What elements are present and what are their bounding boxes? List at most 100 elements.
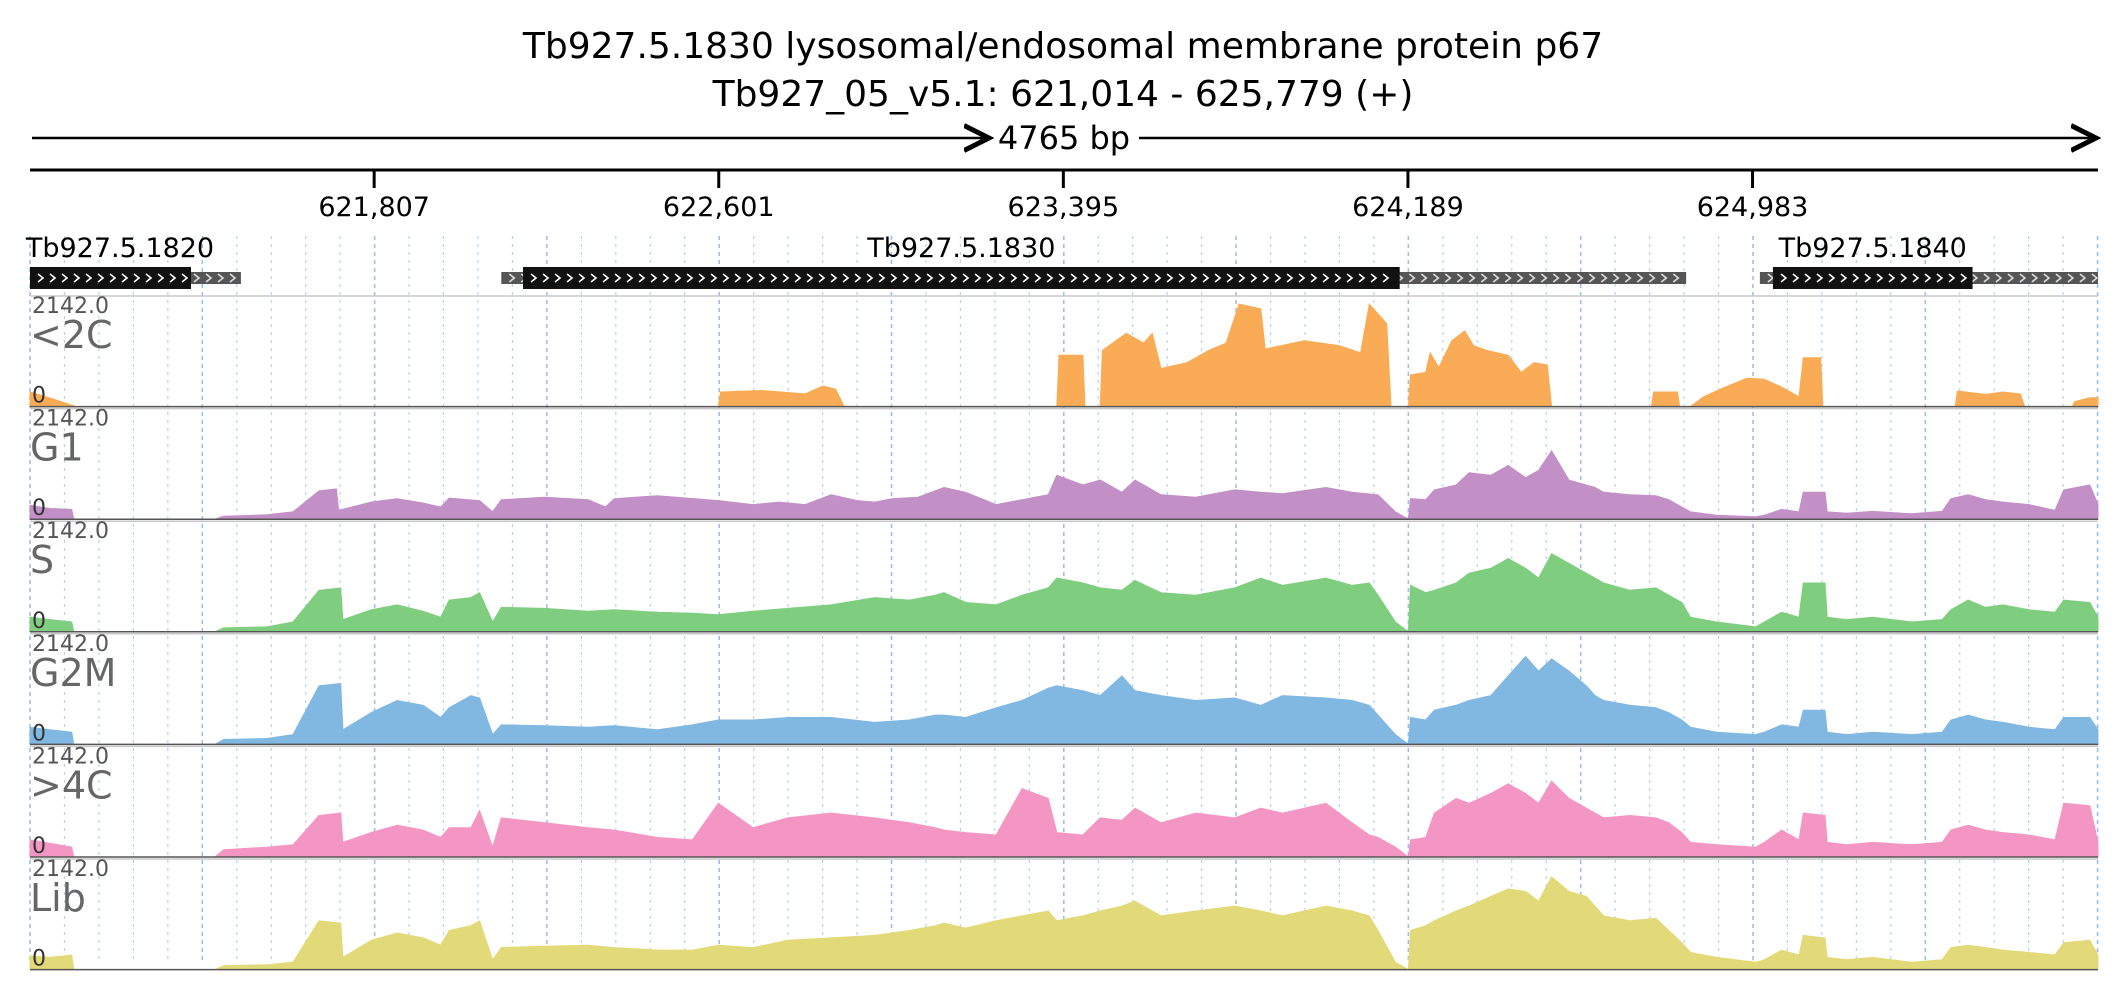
gene-cds-1-chevron-12 [674, 273, 682, 283]
gene-utr-1-chevron-82 [1492, 273, 1500, 283]
gene-cds-1-chevron-49 [1118, 273, 1126, 283]
gene-cds-0-chevron-10 [157, 273, 165, 283]
gene-utr-2-chevron-20 [2007, 273, 2015, 283]
gene-cds-1-chevron-37 [974, 273, 982, 283]
gene-utr-1-chevron-96 [1660, 273, 1668, 283]
gene-cds-2-chevron-5 [1840, 273, 1848, 283]
gene-cds-1-chevron-30 [890, 273, 898, 283]
gene-cds-0-chevron-8 [133, 273, 141, 283]
gene-cds-1-chevron-0 [530, 273, 538, 283]
gene-utr-1-chevron-78 [1444, 273, 1452, 283]
track-name-2: S [30, 538, 54, 582]
x-tick-label-3: 624,189 [1352, 192, 1464, 223]
gene-utr-1-chevron-83 [1504, 273, 1512, 283]
gene-cds-1-chevron-45 [1070, 273, 1078, 283]
gene-cds-1-chevron-63 [1286, 273, 1294, 283]
track-ymin-label-3: 0 [32, 721, 46, 746]
gene-cds-2-chevron-1 [1792, 273, 1800, 283]
gene-utr-2-chevron-19 [1995, 273, 2003, 283]
gene-utr-2-chevron-17 [1971, 273, 1979, 283]
gene-cds-1-chevron-66 [1322, 273, 1330, 283]
gene-cds-2-chevron-10 [1900, 273, 1908, 283]
gene-cds-1-chevron-2 [554, 273, 562, 283]
gene-cds-1-chevron-9 [638, 273, 646, 283]
gene-utr-1-chevron-86 [1540, 273, 1548, 283]
track-4: 2142.0>4C 0 [29, 744, 2099, 859]
gene-cds-1-chevron-56 [1202, 273, 1210, 283]
gene-utr-1-chevron-81 [1480, 273, 1488, 283]
gene-label-1: Tb927.5.1830 [866, 233, 1055, 264]
span-label: 4765 bp [998, 119, 1130, 157]
gene-cds-1-chevron-51 [1142, 273, 1150, 283]
gene-utr-2-chevron-22 [2031, 273, 2039, 283]
gene-cds-2-chevron-14 [1948, 273, 1956, 283]
track-name-1: G1 [30, 426, 84, 470]
track-2: 2142.0S 0 [29, 519, 2099, 634]
gene-utr-0-chevron-16 [229, 273, 237, 283]
gene-cds-2-chevron-12 [1924, 273, 1932, 283]
track-0: 2142.0<2C 0 [29, 294, 2099, 409]
gene-cds-0-chevron-9 [145, 273, 153, 283]
gene-cds-1-chevron-7 [614, 273, 622, 283]
gene-cds-1-chevron-39 [998, 273, 1006, 283]
gene-cds-0-chevron-3 [73, 273, 81, 283]
gene-utr-1-chevron-80 [1468, 273, 1476, 283]
gene-cds-1-chevron-20 [770, 273, 778, 283]
gene-cds-1-chevron-65 [1310, 273, 1318, 283]
gene-cds-1-chevron-34 [938, 273, 946, 283]
gene-cds-1-chevron-42 [1034, 273, 1042, 283]
gene-cds-2-chevron-15 [1960, 273, 1968, 283]
gene-cds-2-chevron-3 [1816, 273, 1824, 283]
track-ymin-label-4: 0 [32, 834, 46, 859]
gene-utr-0-chevron-13 [193, 273, 201, 283]
gene-utr-2-chevron-27 [2091, 273, 2099, 283]
track-1: 2142.0G1 0 [29, 407, 2099, 521]
gene-cds-2-chevron-4 [1828, 273, 1836, 283]
track-ymin-label-5: 0 [32, 947, 46, 972]
gene-cds-2-chevron-2 [1804, 273, 1812, 283]
gene-utr-1-chevron-85 [1528, 273, 1536, 283]
gene-cds-1-chevron-5 [590, 273, 598, 283]
gene-cds-1-chevron-41 [1022, 273, 1030, 283]
gene-utr-1-chevron-76 [1420, 273, 1428, 283]
x-tick-label-4: 624,983 [1697, 192, 1809, 223]
gene-cds-1-chevron-50 [1130, 273, 1138, 283]
gene-cds-0-chevron-5 [97, 273, 105, 283]
gene-cds-1-chevron-27 [854, 273, 862, 283]
gene-cds-2 [1772, 267, 1973, 289]
gene-cds-1-chevron-64 [1298, 273, 1306, 283]
gene-cds-1-chevron-48 [1106, 273, 1114, 283]
gene-cds-1-chevron-32 [914, 273, 922, 283]
gene-cds-1-chevron-25 [830, 273, 838, 283]
gene-cds-1-chevron-69 [1358, 273, 1366, 283]
gene-utr-1-chevron-92 [1612, 273, 1620, 283]
track-ymax-label-2: 2142.0 [32, 519, 109, 544]
gene-utr-1-chevron-87 [1552, 273, 1560, 283]
gene-cds-0-chevron-4 [85, 273, 93, 283]
gene-cds-1-chevron-26 [842, 273, 850, 283]
track-ymax-label-3: 2142.0 [32, 632, 109, 657]
gene-utr-1-chevron-94 [1636, 273, 1644, 283]
coverage-tracks: 2142.0<2C02142.0G102142.0S02142.0G2M0214… [29, 294, 2099, 972]
track-ymax-label-0: 2142.0 [32, 294, 109, 319]
gene-cds-1-chevron-60 [1250, 273, 1258, 283]
gene-cds-1-chevron-16 [722, 273, 730, 283]
gene-utr-1-chevron-90 [1588, 273, 1596, 283]
gene-cds-1-chevron-33 [926, 273, 934, 283]
gene-cds-1-chevron-15 [710, 273, 718, 283]
gene-cds-0-chevron-11 [169, 273, 177, 283]
gene-cds-1-chevron-62 [1274, 273, 1282, 283]
gene-cds-1-chevron-17 [734, 273, 742, 283]
gene-cds-1-chevron-58 [1226, 273, 1234, 283]
gene-cds-1-chevron-29 [878, 273, 886, 283]
gene-cds-0-chevron-12 [181, 273, 189, 283]
gene-cds-0 [30, 267, 192, 289]
track-ymax-label-1: 2142.0 [32, 407, 109, 432]
gene-cds-1-chevron-1 [542, 273, 550, 283]
coverage-area-4 [29, 780, 2099, 858]
gene-label-2: Tb927.5.1840 [1778, 233, 1967, 264]
gene-utr-1-chevron-79 [1456, 273, 1464, 283]
gene-utr-1-chevron-88 [1564, 273, 1572, 283]
